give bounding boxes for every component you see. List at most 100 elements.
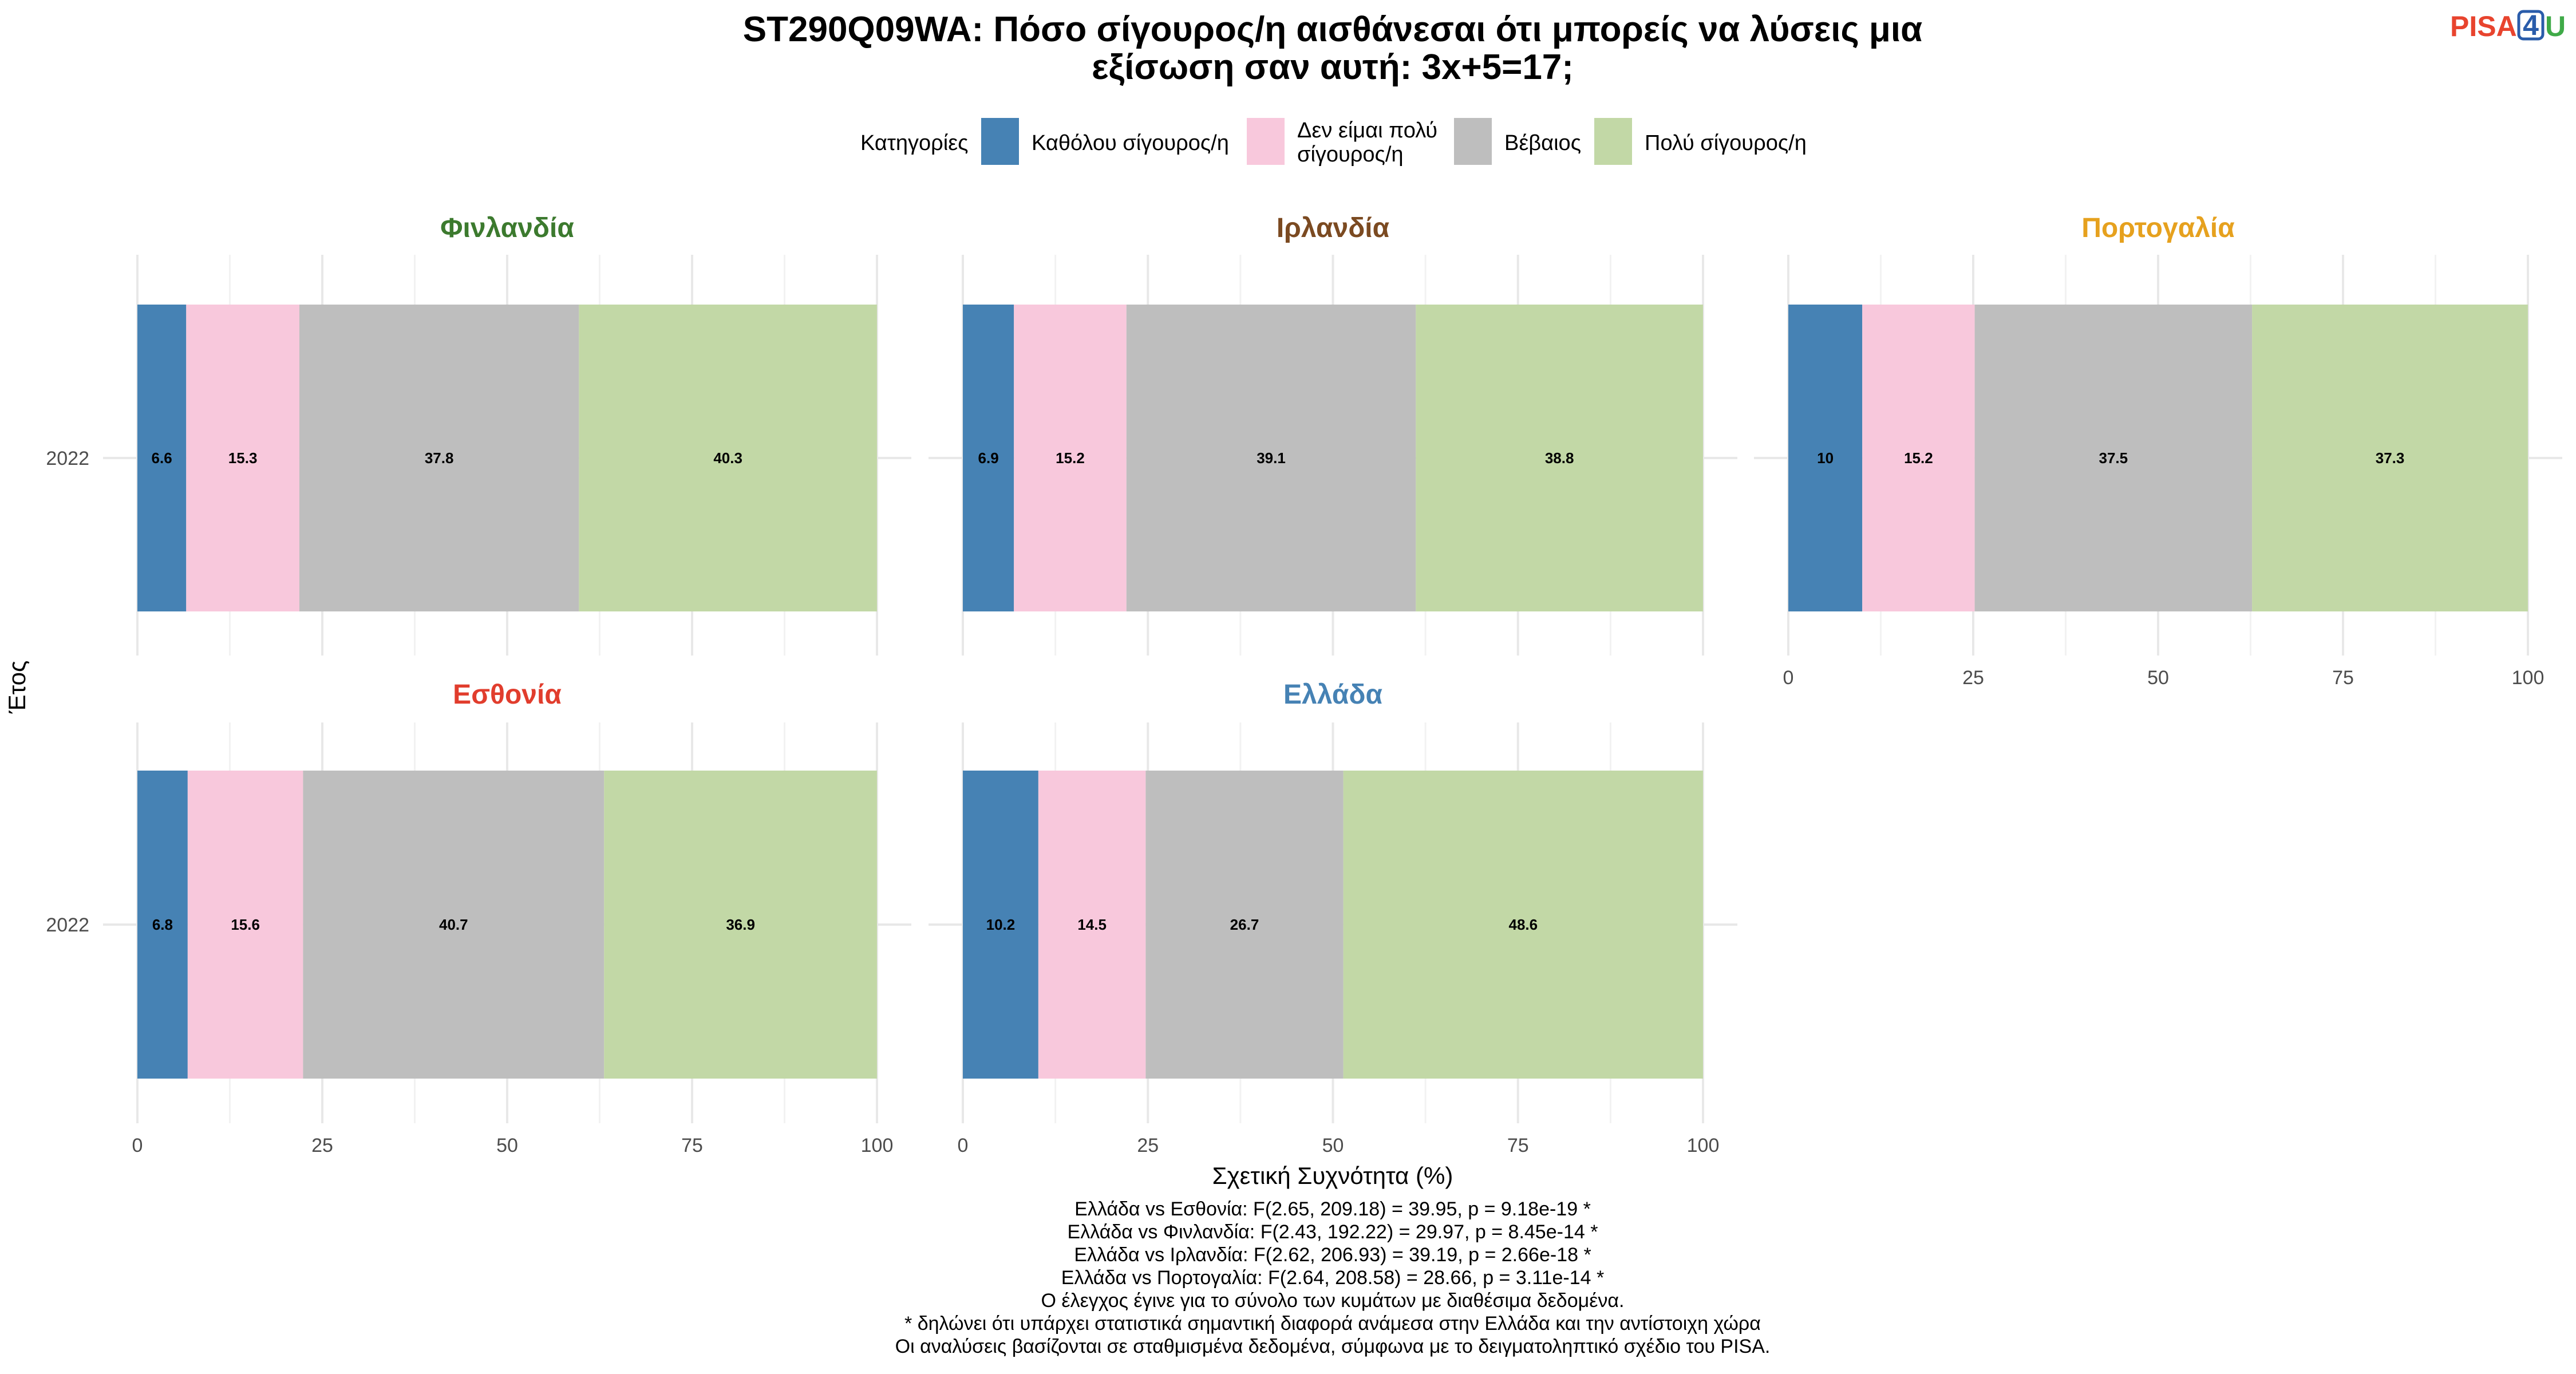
facet-title: Ελλάδα xyxy=(1283,680,1382,710)
chart-title: ST290Q09WA: Πόσο σίγουρος/η αισθάνεσαι ό… xyxy=(743,10,1922,87)
bar-value-label: 36.9 xyxy=(726,916,755,933)
bar-segment xyxy=(1145,771,1344,1079)
x-tick-label: 100 xyxy=(861,1135,894,1156)
bar-value-label: 6.9 xyxy=(978,449,999,467)
bar-segment xyxy=(137,771,188,1079)
logo-box xyxy=(2517,10,2545,41)
x-tick-label: 75 xyxy=(2332,667,2354,689)
bar-segment xyxy=(1126,305,1416,611)
bar-value-label: 15.2 xyxy=(1056,449,1085,467)
bar-value-label: 37.5 xyxy=(2099,449,2128,467)
caption-line: * δηλώνει ότι υπάρχει στατιστικά σημαντι… xyxy=(904,1313,1761,1334)
bar-segment xyxy=(1416,305,1703,611)
facet-panels: Φινλανδία 6.6 15.3 37.8 40.3 2022 Ιρλανδία 6.9 1… xyxy=(46,213,2562,1156)
x-tick-label: 25 xyxy=(1137,1135,1159,1156)
bar-segment xyxy=(2252,305,2528,611)
bar-segment xyxy=(137,305,187,611)
legend-label: Βέβαιος xyxy=(1504,131,1581,155)
legend-label: Καθόλου σίγουρος/η xyxy=(1032,131,1229,155)
bar-segment xyxy=(303,771,605,1079)
bar-value-label: 37.8 xyxy=(425,449,454,467)
x-tick-label: 50 xyxy=(1322,1135,1344,1156)
bar-value-label: 39.1 xyxy=(1257,449,1286,467)
bar-value-label: 10 xyxy=(1817,449,1834,467)
bar-segment xyxy=(604,771,877,1079)
y-tick-label: 2022 xyxy=(46,914,89,936)
x-tick-label: 75 xyxy=(1507,1135,1529,1156)
legend-key xyxy=(1454,118,1492,165)
x-tick-label: 25 xyxy=(311,1135,333,1156)
legend-title: Κατηγορίες xyxy=(860,131,968,155)
legend-label: Πολύ σίγουρος/η xyxy=(1645,131,1807,155)
bar-segment xyxy=(186,305,299,611)
facet-title: Εσθονία xyxy=(453,680,562,710)
bar-value-label: 6.6 xyxy=(152,449,172,467)
facet-panel: Πορτογαλία 10 15.2 37.5 37.3 0 25 50 75 100 xyxy=(1754,213,2562,689)
facet-panel: Ελλάδα 10.2 14.5 26.7 48.6 0 25 50 75 100 xyxy=(929,680,1737,1156)
bar-value-label: 10.2 xyxy=(986,916,1016,933)
caption-line: Ελλάδα vs Ιρλανδία: F(2.62, 206.93) = 39… xyxy=(1074,1244,1591,1266)
logo-u: U xyxy=(2545,10,2566,42)
legend-key xyxy=(1594,118,1632,165)
x-tick-label: 0 xyxy=(958,1135,969,1156)
caption-line: Ελλάδα vs Πορτογαλία: F(2.64, 208.58) = … xyxy=(1061,1267,1604,1289)
x-tick-label: 50 xyxy=(496,1135,518,1156)
facet-title: Φινλανδία xyxy=(440,213,574,243)
legend-label: σίγουρος/η xyxy=(1297,143,1404,167)
logo-four: 4 xyxy=(2523,9,2539,41)
bar-segment xyxy=(1343,771,1703,1079)
x-axis-title: Σχετική Συχνότητα (%) xyxy=(1212,1162,1453,1189)
bar-value-label: 40.3 xyxy=(713,449,742,467)
bar-segment xyxy=(963,305,1014,611)
legend-item: Πολύ σίγουρος/η xyxy=(1594,118,1807,165)
facet-panel: Ιρλανδία 6.9 15.2 39.1 38.8 xyxy=(929,213,1737,656)
bar-value-label: 14.5 xyxy=(1077,916,1107,933)
bar-segment xyxy=(1038,771,1146,1079)
bar-value-label: 15.6 xyxy=(231,916,260,933)
legend-item: Καθόλου σίγουρος/η xyxy=(981,118,1229,165)
legend-key xyxy=(1247,118,1285,165)
bar-segment xyxy=(187,771,303,1079)
x-tick-label: 0 xyxy=(1783,667,1794,689)
bar-value-label: 38.8 xyxy=(1545,449,1574,467)
bar-value-label: 40.7 xyxy=(439,916,468,933)
bar-segment xyxy=(1014,305,1127,611)
chart-title-line: εξίσωση σαν αυτή: 3x+5=17; xyxy=(1092,48,1574,87)
caption-line: Ο έλεγχος έγινε για το σύνολο των κυμάτω… xyxy=(1041,1290,1625,1312)
caption-line: Οι αναλύσεις βασίζονται σε σταθμισμένα δ… xyxy=(895,1336,1771,1357)
legend-key xyxy=(981,118,1019,165)
bar-value-label: 15.2 xyxy=(1904,449,1933,467)
bar-segment xyxy=(299,305,579,611)
caption-line: Ελλάδα vs Εσθονία: F(2.65, 209.18) = 39.… xyxy=(1074,1198,1591,1220)
legend-item: Βέβαιος xyxy=(1454,118,1581,165)
bar-segment xyxy=(1788,305,1863,611)
x-tick-label: 25 xyxy=(1962,667,1984,689)
pisa4u-logo: PISA 4 U xyxy=(2450,9,2566,42)
x-tick-label: 50 xyxy=(2147,667,2169,689)
legend-label: Δεν είμαι πολύ xyxy=(1297,119,1437,143)
bar-segment xyxy=(579,305,877,611)
x-tick-label: 0 xyxy=(132,1135,143,1156)
logo-text: PISA xyxy=(2450,10,2517,42)
logo-pisa: PISA xyxy=(2450,10,2517,42)
facet-panel: Φινλανδία 6.6 15.3 37.8 40.3 2022 xyxy=(46,213,911,656)
x-tick-label: 75 xyxy=(681,1135,703,1156)
bar-value-label: 15.3 xyxy=(228,449,258,467)
bar-segment xyxy=(1862,305,1975,611)
legend: Κατηγορίες Καθόλου σίγουρος/η Δεν είμαι πο… xyxy=(860,118,1807,167)
facet-title: Πορτογαλία xyxy=(2081,213,2235,243)
bar-value-label: 6.8 xyxy=(152,916,173,933)
facet-panel: Εσθονία 6.8 15.6 40.7 36.9 2022 0 25 50 75 100 xyxy=(46,680,911,1156)
x-tick-label: 100 xyxy=(1687,1135,1720,1156)
bar-value-label: 48.6 xyxy=(1508,916,1538,933)
bar-value-label: 26.7 xyxy=(1230,916,1259,933)
caption-line: Ελλάδα vs Φινλανδία: F(2.43, 192.22) = 2… xyxy=(1068,1221,1598,1243)
x-tick-label: 100 xyxy=(2512,667,2545,689)
bar-segment xyxy=(1974,305,2253,611)
facet-title: Ιρλανδία xyxy=(1277,213,1390,243)
bar-segment xyxy=(963,771,1038,1079)
y-axis-title: Έτος xyxy=(3,661,30,714)
bar-value-label: 37.3 xyxy=(2376,449,2405,467)
